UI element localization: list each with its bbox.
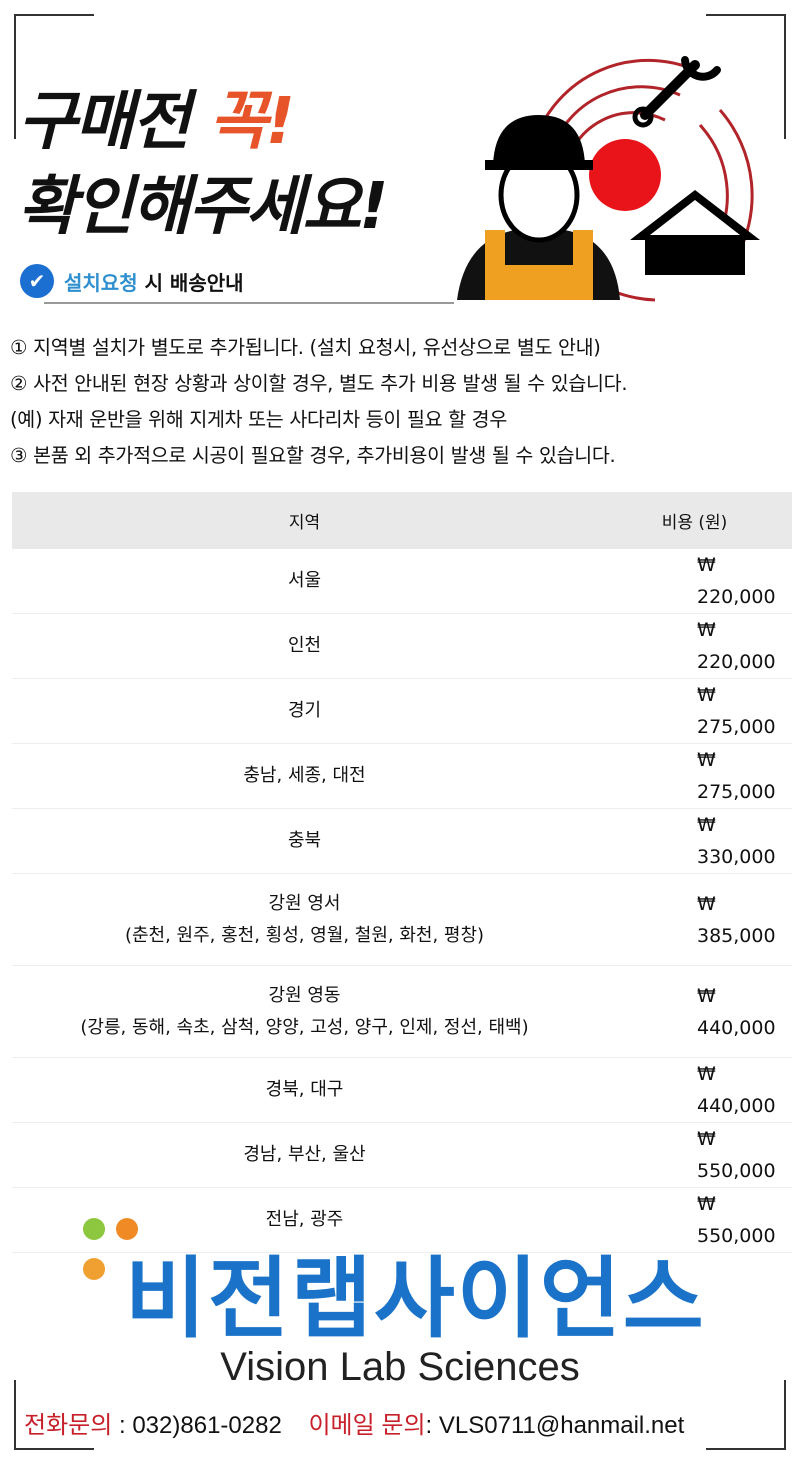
- table-row: 강원 영서 (춘천, 원주, 홍천, 횡성, 영월, 철원, 화천, 평창) ₩ 3…: [12, 873, 792, 966]
- region-cell: 강원 영서 (춘천, 원주, 홍천, 횡성, 영월, 철원, 화천, 평창): [12, 873, 597, 966]
- shipping-fee-table: 지역 비용 (원) 서울 ₩ 220,000 인천 ₩ 220,000 경기 ₩ 275,…: [12, 492, 792, 1253]
- cost-cell: ₩ 550,000: [597, 1187, 792, 1253]
- table-row: 강원 영동 (강릉, 동해, 속초, 삼척, 양양, 고성, 양구, 인제, 정선…: [12, 965, 792, 1058]
- cost-cell: ₩ 275,000: [597, 743, 792, 809]
- cost-cell: ₩ 550,000: [597, 1122, 792, 1188]
- frame-corner: [14, 1380, 94, 1450]
- region-name: 경기: [287, 700, 322, 721]
- region-cell: 충북: [12, 808, 597, 874]
- region-name: 경남, 부산, 울산: [243, 1144, 366, 1165]
- subheading: ✔ 설치요청 시 배송안내: [20, 264, 244, 298]
- frame-corner: [706, 1380, 786, 1450]
- region-name: 인천: [287, 635, 322, 656]
- worker-icon: [457, 115, 620, 300]
- region-cell: 강원 영동 (강릉, 동해, 속초, 삼척, 양양, 고성, 양구, 인제, 정선…: [12, 965, 597, 1058]
- region-cell: 경남, 부산, 울산: [12, 1122, 597, 1188]
- frame-corner: [14, 14, 94, 139]
- check-icon: ✔: [20, 264, 54, 298]
- frame-corner: [706, 14, 786, 139]
- notice-item: ③ 본품 외 추가적으로 시공이 필요할 경우, 추가비용이 발생 될 수 있습…: [10, 444, 616, 467]
- notice-list: ① 지역별 설치가 별도로 추가됩니다. (설치 요청시, 유선상으로 별도 안…: [10, 330, 628, 474]
- cost-cell: ₩ 385,000: [597, 873, 792, 966]
- table-row: 충북 ₩ 330,000: [12, 808, 792, 874]
- contact-info: 전화문의 : 032)861-0282 이메일 문의: VLS0711@hanm…: [24, 1405, 684, 1440]
- table-row: 서울 ₩ 220,000: [12, 549, 792, 614]
- subheading-text: 시 배송안내: [137, 270, 244, 295]
- region-cell: 서울: [12, 549, 597, 614]
- region-name: 강원 영서: [268, 892, 341, 914]
- cost-cell: ₩ 275,000: [597, 678, 792, 744]
- cost-cell: ₩ 440,000: [597, 1057, 792, 1123]
- region-name: 서울: [287, 570, 322, 591]
- cost-cell: ₩ 220,000: [597, 549, 792, 614]
- table-row: 경남, 부산, 울산 ₩ 550,000: [12, 1122, 792, 1188]
- wrench-icon: [632, 56, 721, 128]
- phone-number: : 032)861-0282: [112, 1412, 282, 1439]
- region-cell: 경기: [12, 678, 597, 744]
- subheading-highlight: 설치요청: [64, 270, 138, 295]
- region-name: 충남, 세종, 대전: [243, 765, 366, 786]
- divider: [44, 302, 454, 304]
- region-cell: 인천: [12, 613, 597, 679]
- region-cell: 전남, 광주: [12, 1187, 597, 1253]
- installer-illustration: [457, 56, 760, 302]
- column-header-cost: 비용 (원): [597, 492, 792, 549]
- region-name: 충북: [287, 830, 322, 851]
- region-cell: 충남, 세종, 대전: [12, 743, 597, 809]
- house-icon: [630, 190, 760, 275]
- table-header-row: 지역 비용 (원): [12, 492, 792, 549]
- alarm-dot-icon: [589, 139, 661, 211]
- phone-label: 전화문의: [24, 1412, 113, 1439]
- headline-text: 구매전: [18, 85, 209, 159]
- headline-line1: 구매전 꼭!: [18, 70, 295, 162]
- column-header-region: 지역: [12, 492, 597, 549]
- region-name: 강원 영동: [268, 984, 341, 1006]
- region-detail: (강릉, 동해, 속초, 삼척, 양양, 고성, 양구, 인제, 정선, 태백): [80, 1016, 529, 1038]
- notice-item: ① 지역별 설치가 별도로 추가됩니다. (설치 요청시, 유선상으로 별도 안…: [10, 336, 601, 359]
- cost-cell: ₩ 220,000: [597, 613, 792, 679]
- cost-cell: ₩ 440,000: [597, 965, 792, 1058]
- brand-name-korean: 비전랩사이언스: [125, 1247, 706, 1350]
- region-cell: 경북, 대구: [12, 1057, 597, 1123]
- email-label: 이메일 문의: [308, 1412, 426, 1439]
- table-row: 경북, 대구 ₩ 440,000: [12, 1057, 792, 1123]
- region-detail: (춘천, 원주, 홍천, 횡성, 영월, 철원, 화천, 평창): [124, 924, 485, 946]
- headline-line2: 확인해주세요!: [18, 170, 388, 244]
- table-row: 전남, 광주 ₩ 550,000: [12, 1187, 792, 1253]
- region-name: 전남, 광주: [265, 1209, 344, 1230]
- brand-name-english: Vision Lab Sciences: [220, 1345, 580, 1389]
- table-row: 충남, 세종, 대전 ₩ 275,000: [12, 743, 792, 809]
- email-address: : VLS0711@hanmail.net: [425, 1412, 685, 1439]
- headline-emphasis: 꼭!: [208, 85, 295, 159]
- table-row: 인천 ₩ 220,000: [12, 613, 792, 679]
- notice-item: ② 사전 안내된 현장 상황과 상이할 경우, 별도 추가 비용 발생 될 수 …: [10, 372, 628, 395]
- region-name: 경북, 대구: [265, 1079, 344, 1100]
- table-row: 경기 ₩ 275,000: [12, 678, 792, 744]
- cost-cell: ₩ 330,000: [597, 808, 792, 874]
- notice-item: (예) 자재 운반을 위해 지게차 또는 사다리차 등이 필요 할 경우: [10, 408, 507, 431]
